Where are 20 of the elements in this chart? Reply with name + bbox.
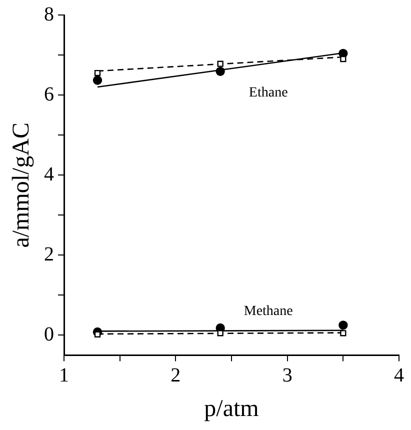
x-tick-label: 2 (170, 364, 181, 386)
x-axis-title: p/atm (204, 396, 260, 422)
y-tick-label: 8 (44, 3, 54, 26)
y-tick-label: 0 (44, 323, 54, 346)
point (338, 320, 348, 330)
y-tick-label: 4 (44, 163, 54, 186)
x-tick-label: 3 (282, 364, 292, 386)
y-axis-title: a/mmol/gAC (8, 122, 35, 248)
point (340, 330, 346, 336)
point (92, 76, 102, 85)
x-tick-label: 1 (59, 364, 69, 386)
annotation: Ethane (248, 86, 288, 101)
point (217, 60, 224, 67)
y-tick-label: 6 (44, 83, 54, 106)
point (340, 56, 346, 62)
annotation: Methane (244, 304, 293, 320)
x-tick-label: 4 (394, 364, 404, 386)
y-tick-label: 2 (44, 243, 54, 266)
point (216, 66, 225, 76)
point (94, 70, 101, 76)
